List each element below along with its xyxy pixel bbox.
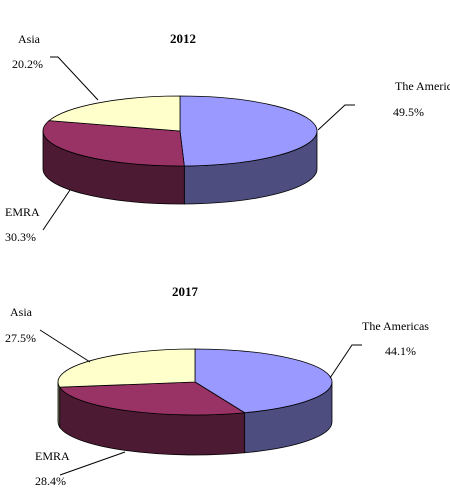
pie-slice bbox=[179, 95, 318, 167]
value-label: 28.4% bbox=[35, 474, 66, 488]
value-label: 20.2% bbox=[12, 57, 43, 71]
slice-label: The Americas bbox=[395, 79, 450, 93]
leader-line bbox=[59, 451, 126, 476]
pie-tops bbox=[42, 95, 318, 167]
pie bbox=[57, 348, 333, 456]
slice-label: EMRA bbox=[35, 449, 70, 463]
leader-line bbox=[317, 104, 355, 131]
pie-slice-side bbox=[57, 381, 61, 429]
chart-title: 2017 bbox=[172, 284, 199, 299]
leader-line bbox=[50, 56, 99, 101]
slice-label: EMRA bbox=[5, 205, 40, 219]
pie-slice bbox=[194, 348, 333, 414]
slice-label: Asia bbox=[18, 32, 41, 46]
pie-tops bbox=[57, 348, 333, 416]
value-label: 30.3% bbox=[5, 230, 36, 244]
value-label: 44.1% bbox=[385, 344, 416, 358]
pie-slice bbox=[48, 95, 181, 132]
pie bbox=[42, 95, 318, 205]
pie-slice bbox=[57, 348, 196, 388]
pie-slice bbox=[42, 120, 185, 167]
slice-label: Asia bbox=[10, 305, 33, 319]
slice-label: The Americas bbox=[362, 319, 429, 333]
chart-title: 2012 bbox=[170, 31, 196, 46]
leader-line bbox=[329, 344, 362, 379]
leader-line bbox=[42, 189, 71, 231]
leader-line bbox=[39, 329, 91, 363]
value-label: 27.5% bbox=[5, 331, 36, 345]
pie-slice bbox=[58, 381, 246, 416]
value-label: 49.5% bbox=[393, 105, 424, 119]
